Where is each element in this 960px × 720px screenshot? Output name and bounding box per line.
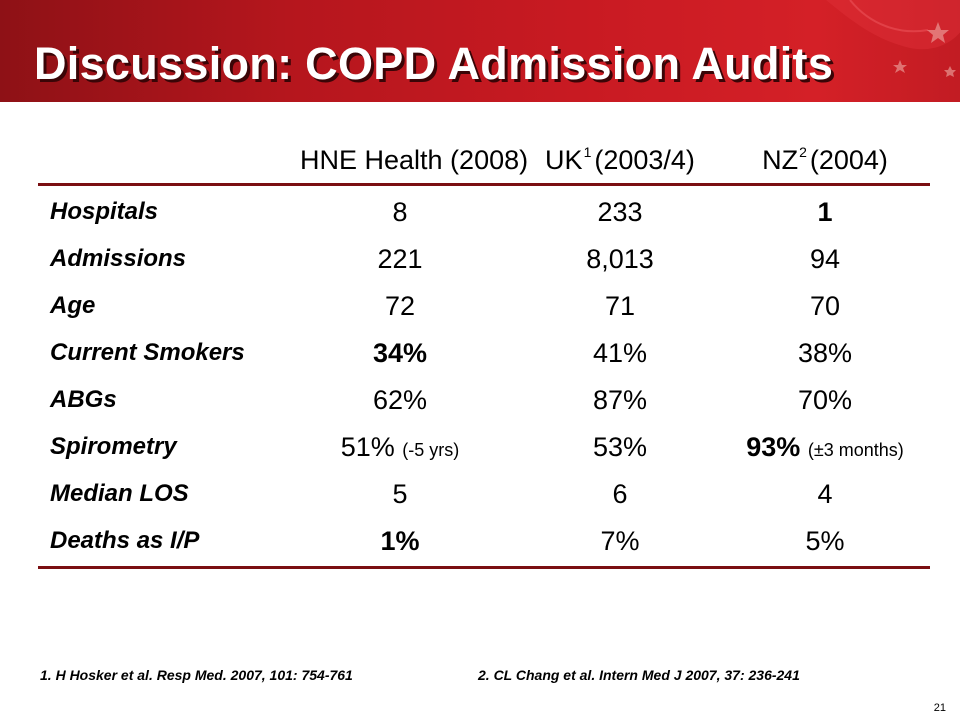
column-header-uk-footnote-ref: 1 (583, 144, 592, 160)
cell-abgs-hne: 62% (372, 385, 428, 415)
cell-admissions-hne: 221 (377, 244, 423, 274)
page-number: 21 (933, 702, 946, 714)
cell-age-uk: 71 (604, 291, 636, 321)
cell-los-hne: 5 (392, 479, 408, 509)
column-header-nz-period: (2004) (809, 145, 888, 175)
cell-spirometry-nz-note: (±3 months) (807, 440, 904, 460)
footnote-2: 2. CL Chang et al. Intern Med J 2007, 37… (478, 667, 800, 683)
row-label-current-smokers: Current Smokers (50, 339, 245, 366)
cell-hospitals-hne: 8 (392, 197, 408, 227)
column-header-uk-period: (2003/4) (594, 145, 695, 175)
column-header-uk-label: UK (545, 145, 583, 175)
cell-smokers-nz: 38% (797, 338, 853, 368)
row-label-admissions: Admissions (50, 245, 187, 272)
column-header-hne-label: HNE Health (2008) (300, 145, 529, 175)
cell-admissions-uk: 8,013 (586, 244, 654, 274)
cell-los-uk: 6 (612, 479, 628, 509)
slide-title: Discussion: COPD Admission Audits (34, 38, 834, 89)
title-banner: Discussion: COPD Admission Audits (0, 0, 960, 102)
cell-spirometry-uk: 53% (592, 432, 648, 462)
cell-admissions-nz: 94 (809, 244, 841, 274)
cell-spirometry-nz-value: 93% (746, 432, 801, 462)
row-label-median-los: Median LOS (50, 480, 189, 507)
footnote-1: 1. H Hosker et al. Resp Med. 2007, 101: … (40, 667, 353, 683)
row-label-spirometry: Spirometry (50, 433, 177, 460)
cell-hospitals-uk: 233 (597, 197, 643, 227)
column-header-nz-footnote-ref: 2 (799, 144, 807, 160)
cell-hospitals-nz: 1 (817, 197, 833, 227)
cell-deaths-hne: 1% (380, 526, 420, 556)
column-header-uk: UK1 (2003/4) (520, 144, 720, 175)
cell-abgs-nz: 70% (797, 385, 853, 415)
cell-deaths-uk: 7% (600, 526, 640, 556)
cell-smokers-hne: 34% (372, 338, 428, 368)
cell-spirometry-nz: 93% (±3 months) (720, 434, 930, 461)
row-label-age: Age (50, 292, 96, 319)
cell-abgs-uk: 87% (592, 385, 648, 415)
cell-los-nz: 4 (817, 479, 833, 509)
cell-age-nz: 70 (809, 291, 841, 321)
column-header-nz: NZ2 (2004) (720, 144, 930, 175)
row-label-deaths: Deaths as I/P (50, 527, 200, 554)
cell-spirometry-hne-value: 51% (340, 432, 395, 462)
cell-age-hne: 72 (384, 291, 416, 321)
row-label-hospitals: Hospitals (50, 198, 159, 225)
table-bottom-rule (38, 566, 930, 569)
column-header-hne: HNE Health (2008) (300, 147, 528, 174)
cell-spirometry-hne: 51% (-5 yrs) (300, 434, 500, 461)
cell-deaths-nz: 5% (805, 526, 845, 556)
column-header-nz-label: NZ (762, 145, 799, 175)
cell-smokers-uk: 41% (592, 338, 648, 368)
table-top-rule (38, 183, 930, 186)
cell-spirometry-hne-note: (-5 yrs) (402, 440, 460, 460)
map-decoration-icon (826, 0, 960, 77)
row-label-abgs: ABGs (50, 386, 117, 413)
